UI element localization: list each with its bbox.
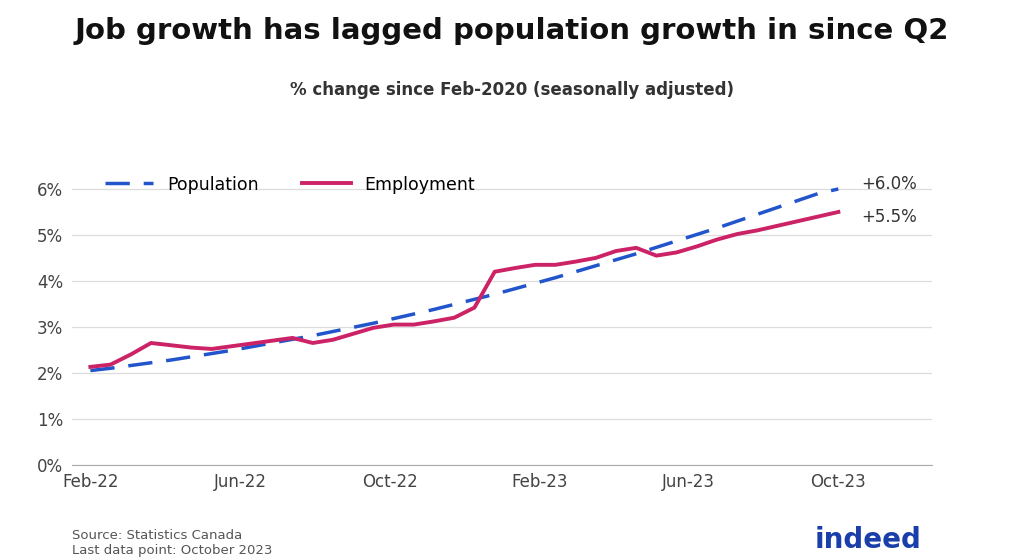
Text: +5.5%: +5.5% [861, 208, 916, 226]
Text: indeed: indeed [815, 526, 922, 554]
Legend: Population, Employment: Population, Employment [97, 169, 482, 200]
Text: Job growth has lagged population growth in since Q2: Job growth has lagged population growth … [75, 17, 949, 45]
Text: Source: Statistics Canada
Last data point: October 2023: Source: Statistics Canada Last data poin… [72, 529, 272, 557]
Text: +6.0%: +6.0% [861, 175, 916, 193]
Text: % change since Feb-2020 (seasonally adjusted): % change since Feb-2020 (seasonally adju… [290, 81, 734, 99]
